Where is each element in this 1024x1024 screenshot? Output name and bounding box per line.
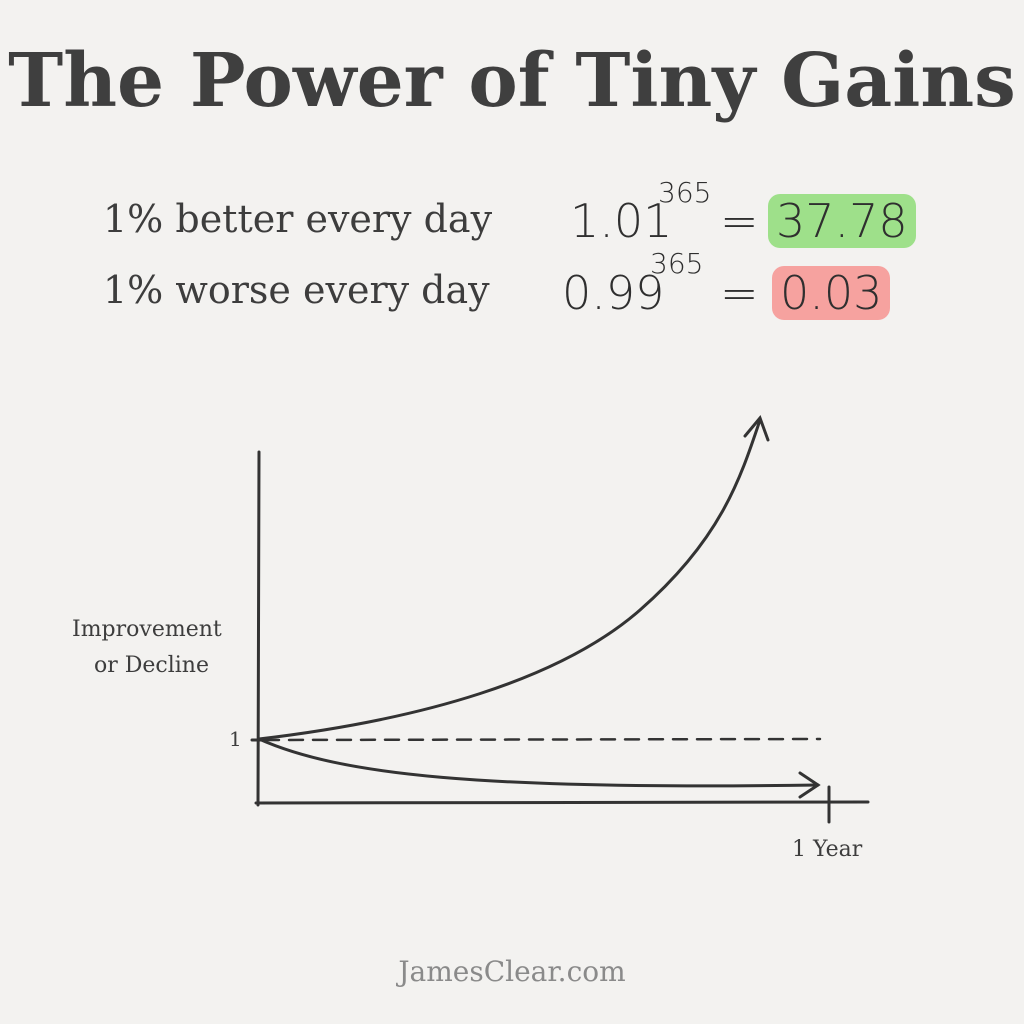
worse-exponent: 365	[650, 247, 704, 280]
better-base: 1.01	[570, 194, 673, 248]
x-tick-label: 1 Year	[792, 837, 863, 862]
y-tick-label: 1	[229, 727, 242, 751]
page-title: The Power of Tiny Gains	[8, 38, 1016, 124]
better-exponent: 365	[658, 176, 712, 209]
row-better-label: 1% better every day	[103, 197, 493, 241]
y-axis-label-line2: or Decline	[94, 653, 209, 678]
decline-arrowhead	[798, 771, 821, 799]
x-axis	[254, 800, 870, 805]
improvement-curve	[257, 418, 762, 741]
better-result: 37.78	[768, 194, 916, 248]
improvement-arrowhead	[743, 415, 770, 442]
footer-site: JamesClear.com	[398, 955, 626, 988]
baseline-dashed	[263, 737, 822, 742]
worse-result: 0.03	[772, 266, 891, 320]
worse-equals: =	[720, 266, 759, 320]
y-axis-label-line1: Improvement	[72, 617, 222, 642]
decline-curve	[257, 737, 820, 788]
worse-base: 0.99	[562, 266, 665, 320]
better-equals: =	[720, 194, 759, 248]
y-axis	[256, 450, 261, 807]
row-worse-label: 1% worse every day	[103, 268, 490, 312]
